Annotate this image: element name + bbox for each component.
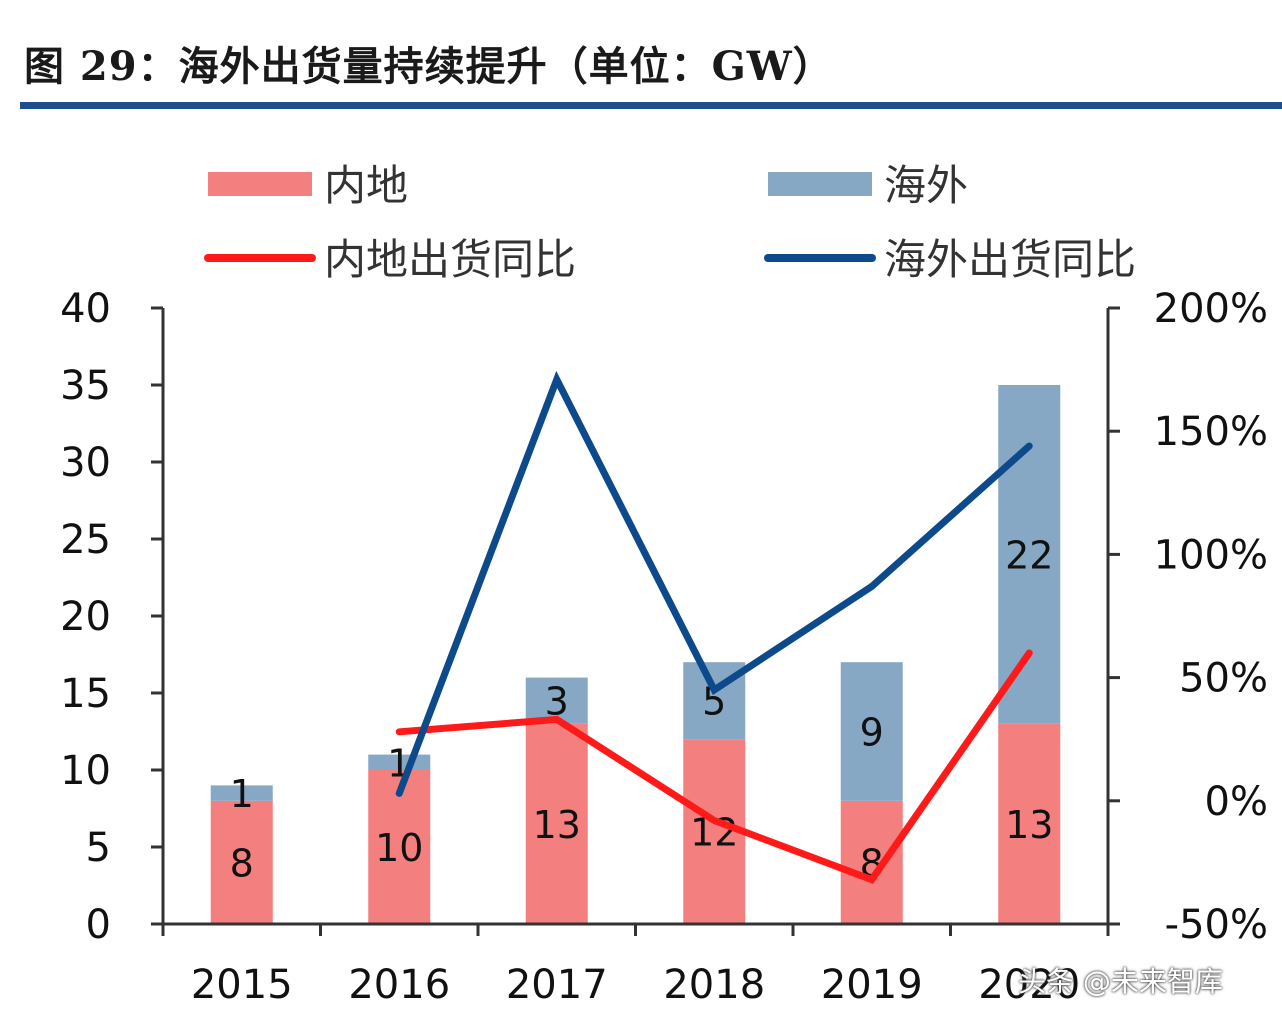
y-left-tick-label: 35 xyxy=(60,363,111,409)
x-tick-label-2018: 2018 xyxy=(663,962,765,1008)
x-tick-label-2016: 2016 xyxy=(348,962,450,1008)
axes-group: 0 5 10 15 20 25 30 35 40 -50% 0% 50% 100% 150% 200% 201… xyxy=(60,286,1268,1008)
y-right-tick-label: 50% xyxy=(1179,656,1268,702)
legend-label: 内地出货同比 xyxy=(324,235,576,284)
x-tick-label-2015: 2015 xyxy=(191,962,293,1008)
label-domestic-2020: 13 xyxy=(1005,803,1053,847)
y-left-tick-label: 0 xyxy=(86,902,111,948)
bar-overseas-2020 xyxy=(998,385,1061,724)
x-tick-label-2020: 2020 xyxy=(978,962,1080,1008)
line-overseas-yoy xyxy=(395,370,1033,797)
y-left-tick-label: 25 xyxy=(60,517,111,563)
bar-domestic-2015 xyxy=(210,800,273,924)
legend-swatch-bar xyxy=(768,172,872,196)
chart-title: 图 29：海外出货量持续提升（单位：GW） xyxy=(24,43,834,90)
title-underline xyxy=(20,102,1282,109)
y-left-tick-label: 20 xyxy=(60,594,111,640)
y-left-tick-label: 15 xyxy=(60,671,111,717)
y-right-tick-label: 150% xyxy=(1154,409,1268,455)
legend-label: 海外 xyxy=(884,161,968,210)
legend-item-0: 内地 xyxy=(208,161,408,210)
bar-domestic-2020 xyxy=(998,723,1061,924)
label-overseas-2020: 22 xyxy=(1005,533,1053,577)
bar-domestic-2019 xyxy=(840,800,903,924)
x-tick-label-2017: 2017 xyxy=(506,962,608,1008)
label-domestic-2017: 13 xyxy=(533,803,581,847)
bars-group xyxy=(210,385,1061,924)
y-right-tick-label: -50% xyxy=(1165,902,1268,948)
legend-item-2: 内地出货同比 xyxy=(204,235,576,284)
y-left-tick-label: 40 xyxy=(60,286,111,332)
y-left-tick-label: 5 xyxy=(86,825,111,871)
line-domestic-yoy xyxy=(395,649,1033,884)
label-overseas-2015: 1 xyxy=(230,772,254,816)
watermark: 头条 @未来智库 xyxy=(1018,965,1223,998)
legend-item-1: 海外 xyxy=(768,161,968,210)
y-right-tick-label: 200% xyxy=(1154,286,1268,332)
bar-overseas-2019 xyxy=(840,662,903,801)
y-left-tick-label: 30 xyxy=(60,440,111,486)
legend-label: 内地 xyxy=(324,161,408,210)
label-domestic-2015: 8 xyxy=(230,841,254,885)
x-tick-label-2019: 2019 xyxy=(821,962,923,1008)
label-overseas-2019: 9 xyxy=(860,711,884,755)
y-right-tick-label: 0% xyxy=(1205,779,1268,825)
legend-swatch-bar xyxy=(208,172,312,196)
bar-domestic-2017 xyxy=(525,723,588,924)
y-right-tick-label: 100% xyxy=(1154,532,1268,578)
lines-group xyxy=(395,370,1033,884)
label-domestic-2016: 10 xyxy=(375,826,423,870)
legend-item-3: 海外出货同比 xyxy=(764,235,1136,284)
y-left-tick-label: 10 xyxy=(60,748,111,794)
bar-overseas-2015 xyxy=(210,785,273,801)
legend-label: 海外出货同比 xyxy=(884,235,1136,284)
